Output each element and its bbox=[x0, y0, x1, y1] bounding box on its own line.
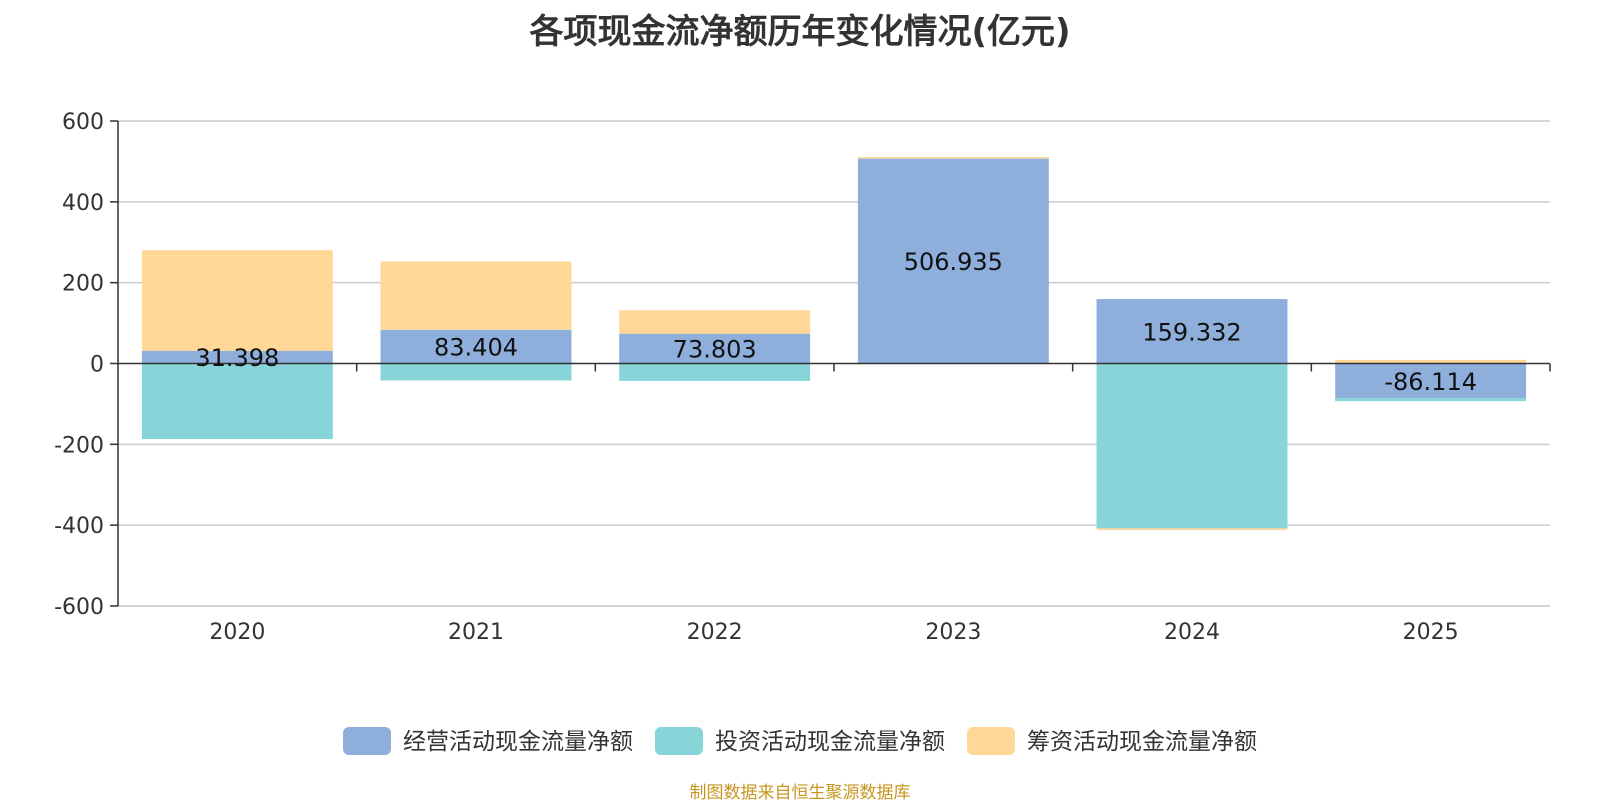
bar-2022-series-0 bbox=[619, 333, 811, 364]
legend-swatch-0 bbox=[343, 727, 391, 755]
chart-title: 各项现金流净额历年变化情况(亿元) bbox=[529, 12, 1071, 52]
x-tick-label: 2022 bbox=[687, 620, 743, 645]
bar-2023-series-0 bbox=[857, 158, 1049, 364]
y-tick-label: 600 bbox=[62, 110, 104, 135]
legend-swatch-2 bbox=[967, 727, 1015, 755]
y-tick-label: -200 bbox=[54, 433, 104, 458]
data-label: 83.404 bbox=[434, 334, 518, 362]
y-tick-label: 400 bbox=[62, 191, 104, 216]
bar-2025-series-0 bbox=[1335, 363, 1527, 399]
bar-2024-series-1 bbox=[1096, 363, 1288, 529]
data-label: 159.332 bbox=[1142, 318, 1241, 346]
source-note: 制图数据来自恒生聚源数据库 bbox=[689, 783, 911, 803]
x-tick-label: 2020 bbox=[209, 620, 265, 645]
bar-2025-series-1 bbox=[1335, 398, 1527, 402]
bar-2020-series-2 bbox=[141, 250, 333, 351]
bar-2022-series-1 bbox=[619, 363, 811, 381]
bar-2021-series-0 bbox=[380, 329, 572, 364]
data-label: 506.935 bbox=[904, 248, 1003, 276]
legend-label-0: 经营活动现金流量净额 bbox=[403, 729, 633, 755]
y-tick-label: 200 bbox=[62, 272, 104, 297]
y-tick-label: -400 bbox=[54, 514, 104, 539]
x-tick-label: 2023 bbox=[925, 620, 981, 645]
legend-swatch-1 bbox=[655, 727, 703, 755]
legend-label-2: 筹资活动现金流量净额 bbox=[1027, 729, 1257, 755]
data-label: -86.114 bbox=[1384, 368, 1477, 396]
data-label: 31.398 bbox=[195, 344, 279, 372]
x-tick-label: 2025 bbox=[1403, 620, 1459, 645]
bar-2024-series-2 bbox=[1096, 528, 1288, 531]
bar-2021-series-1 bbox=[380, 363, 572, 381]
bar-2022-series-2 bbox=[619, 310, 811, 334]
legend-label-1: 投资活动现金流量净额 bbox=[715, 729, 945, 755]
data-label: 73.803 bbox=[673, 336, 757, 364]
bar-2020-series-0 bbox=[141, 350, 333, 364]
bar-2021-series-2 bbox=[380, 261, 572, 330]
y-tick-label: -600 bbox=[54, 595, 104, 620]
x-tick-label: 2021 bbox=[448, 620, 504, 645]
bar-2023-series-2 bbox=[857, 156, 1049, 159]
x-tick-label: 2024 bbox=[1164, 620, 1220, 645]
bar-2024-series-0 bbox=[1096, 299, 1288, 364]
bar-2025-series-2 bbox=[1335, 359, 1527, 364]
bar-2020-series-1 bbox=[141, 363, 333, 440]
y-tick-label: 0 bbox=[90, 353, 104, 378]
